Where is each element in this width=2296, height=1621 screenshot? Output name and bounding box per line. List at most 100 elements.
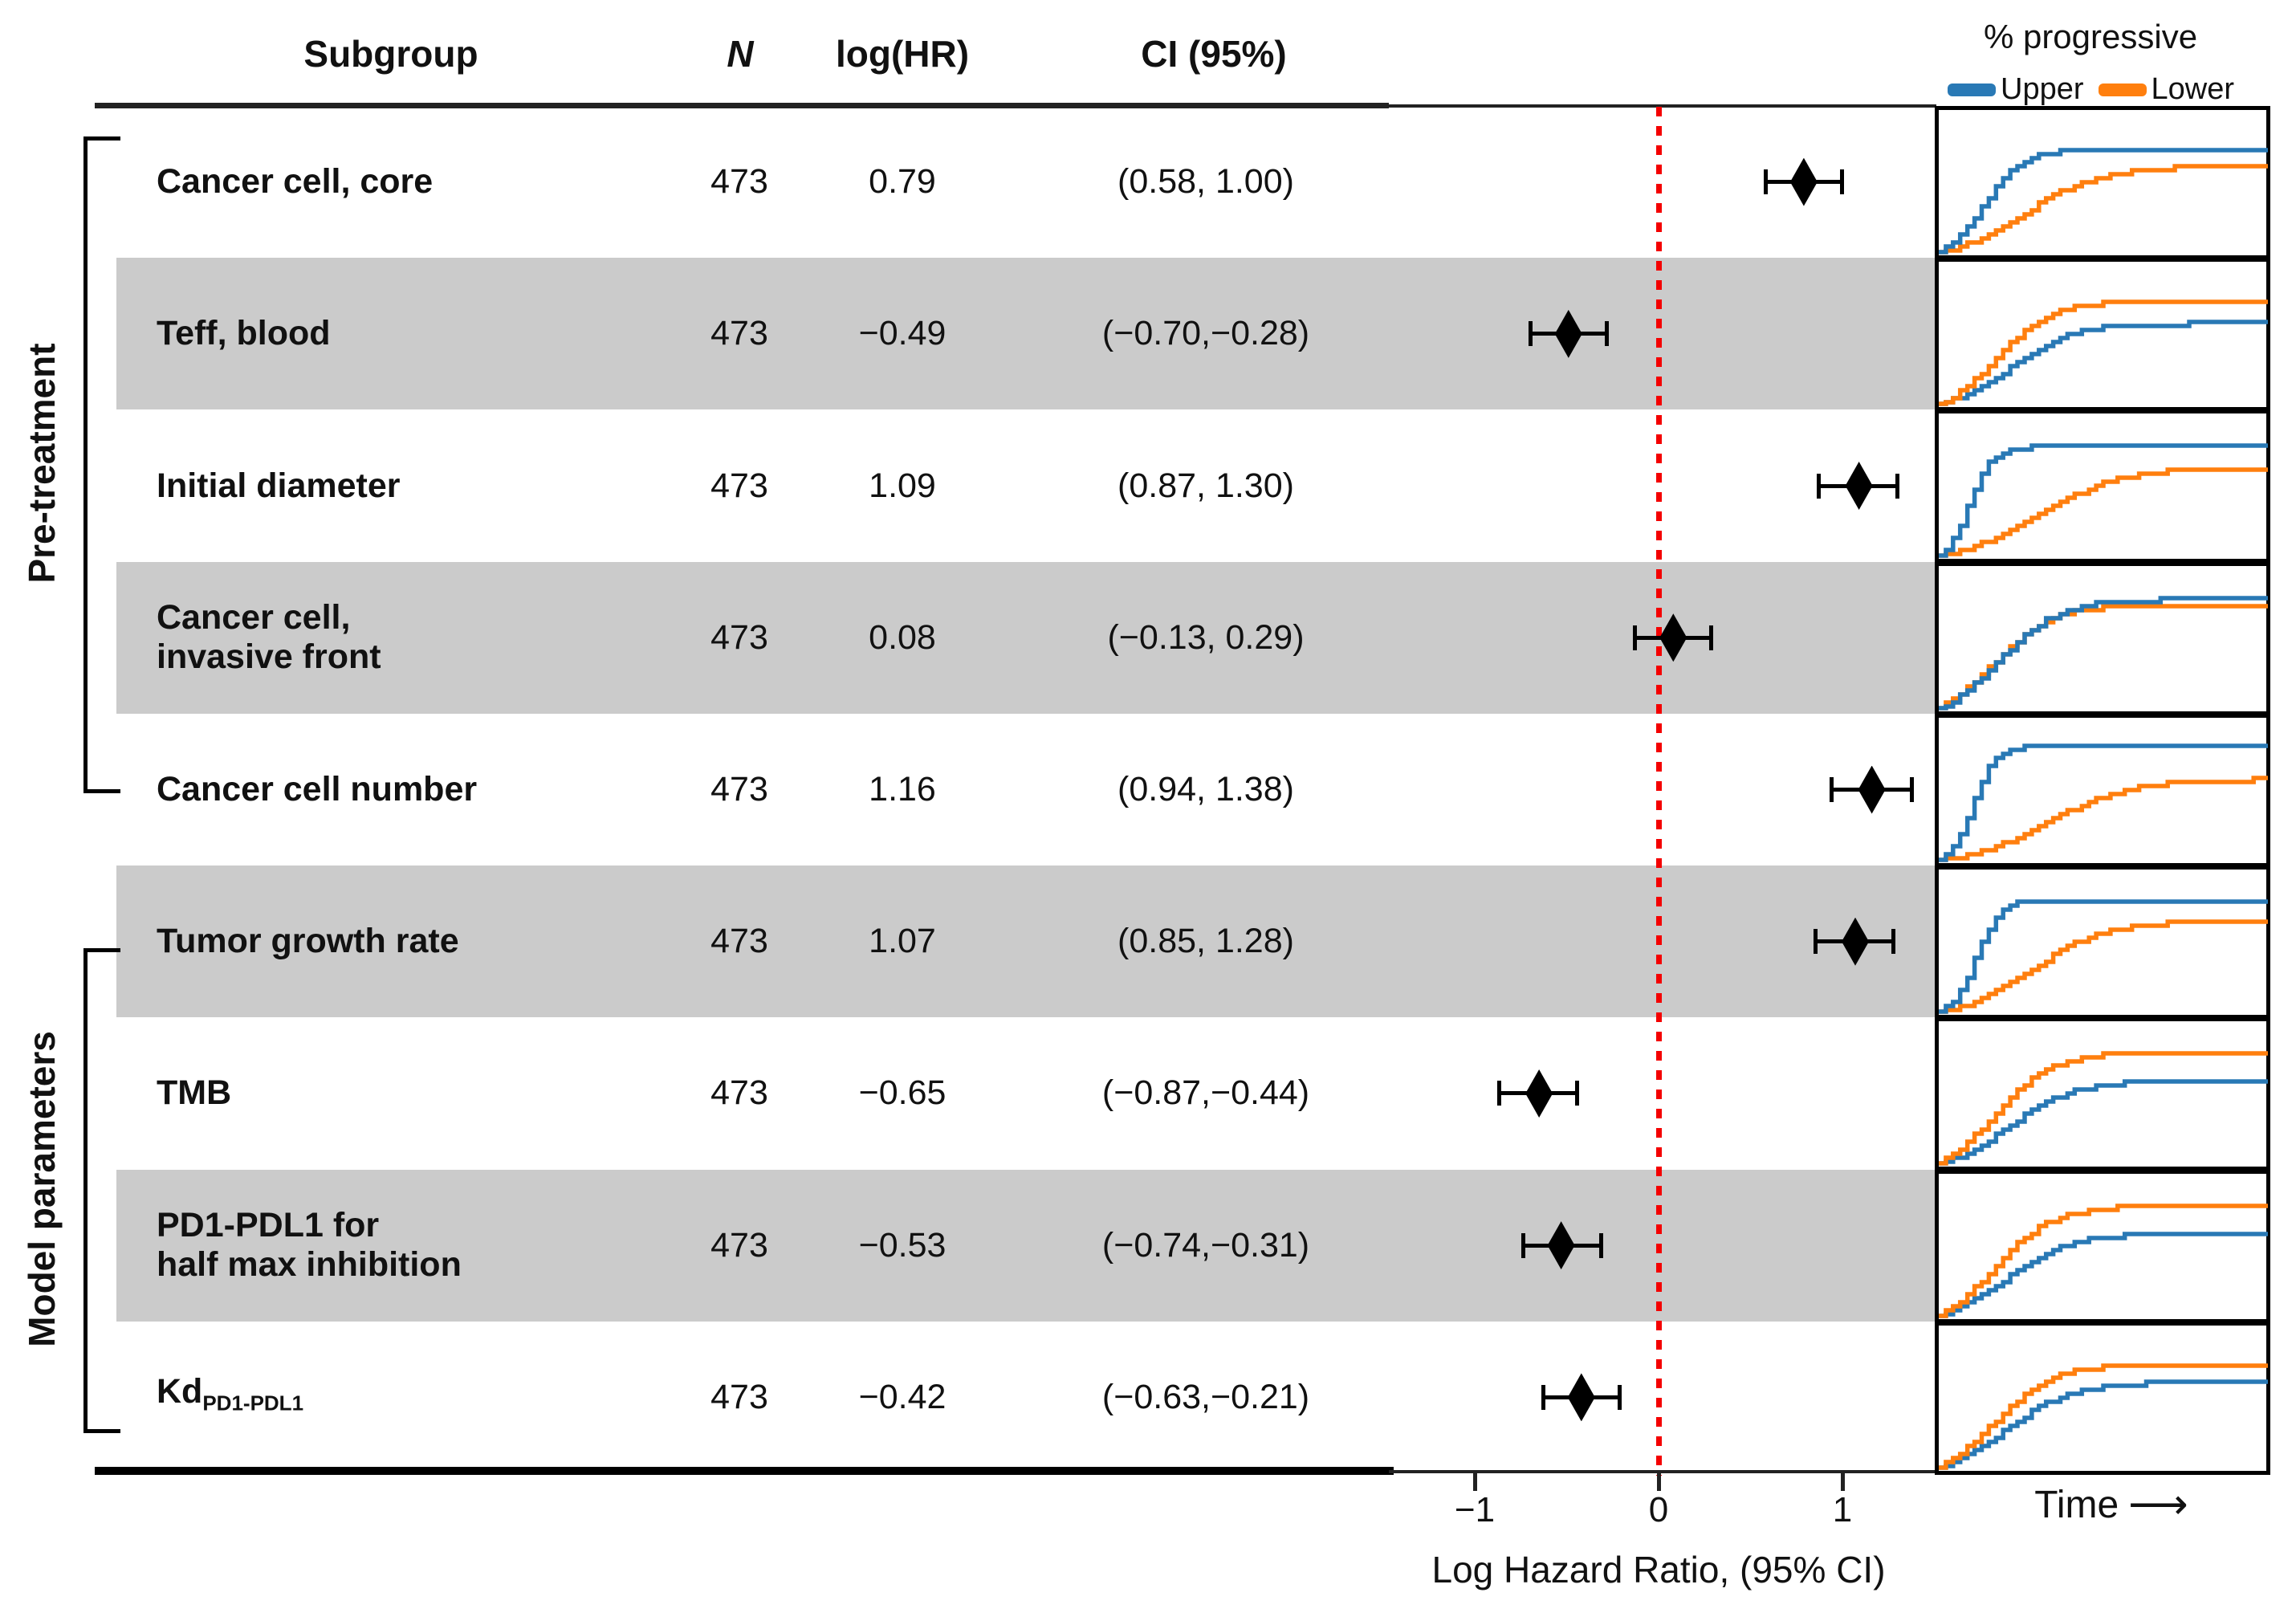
ci-cap-right [1575, 1081, 1580, 1106]
ci-value: (0.87, 1.30) [1117, 466, 1294, 505]
subgroup-label-line: Initial diameter [157, 466, 401, 505]
upper-series-swatch-icon [1948, 83, 1996, 96]
subgroup-label-subscript: PD1-PDL1 [202, 1391, 304, 1415]
upper-curve [1939, 1079, 2268, 1167]
subgroup-label-line: TMB [157, 1073, 232, 1113]
ci-value: (−0.74,−0.31) [1101, 1225, 1310, 1265]
row-shaded-band [116, 1169, 1935, 1322]
progressive-mini-chart [1935, 1169, 2270, 1323]
time-axis-label: Time ⟶ [2034, 1480, 2188, 1529]
loghr-value: 0.79 [869, 162, 936, 202]
lower-curve [1939, 919, 2268, 1014]
row-shaded-band [116, 258, 1935, 410]
upper-curve [1939, 595, 2268, 711]
subgroup-label-line: half max inhibition [157, 1245, 462, 1285]
progressive-mini-chart [1935, 713, 2270, 867]
subgroup-label: KdPD1-PDL1 [157, 1322, 303, 1473]
x-axis-tick [1657, 1472, 1661, 1491]
point-estimate-diamond [1789, 157, 1818, 206]
ci-cap-left [1633, 625, 1638, 650]
column-header-n: N [727, 33, 754, 75]
ci-cap-right [1617, 1384, 1622, 1410]
subgroup-label-line: invasive front [157, 637, 381, 677]
upper-curve [1939, 320, 2268, 406]
header-rule [95, 103, 1389, 108]
subgroup-label-line: KdPD1-PDL1 [157, 1371, 304, 1415]
upper-curve [1939, 1379, 2268, 1470]
loghr-value: −0.53 [858, 1225, 946, 1265]
subgroup-label-line: Cancer cell number [157, 769, 478, 808]
ci-cap-right [1895, 473, 1899, 499]
loghr-value: 0.08 [869, 617, 936, 657]
ci-value: (−0.63,−0.21) [1101, 1377, 1310, 1416]
ci-cap-right [1891, 929, 1896, 955]
loghr-value: −0.65 [858, 1073, 946, 1113]
ci-value: (0.94, 1.38) [1117, 769, 1294, 808]
group-bracket-line [83, 136, 88, 789]
n-value: 473 [710, 162, 768, 202]
lower-curve [1939, 1363, 2268, 1470]
group-bracket-hook [83, 1429, 120, 1433]
subgroup-label: PD1-PDL1 for half max inhibition [157, 1170, 462, 1322]
ci-value: (−0.13, 0.29) [1107, 617, 1305, 657]
zero-reference-line [1656, 107, 1662, 1476]
progressive-mini-chart [1935, 1017, 2270, 1171]
mini-chart-frame [1935, 561, 2270, 715]
loghr-value: 1.09 [869, 466, 936, 505]
column-header-subgroup: Subgroup [303, 33, 478, 75]
progressive-mini-chart [1935, 409, 2270, 564]
group-bracket-hook [83, 136, 120, 141]
ci-value: (0.58, 1.00) [1117, 162, 1294, 202]
mini-chart-legend: Upper Lower [1948, 72, 2234, 107]
ci-cap-left [1541, 1384, 1545, 1410]
ci-cap-left [1496, 1081, 1501, 1106]
upper-curve [1939, 899, 2268, 1014]
lower-curve [1939, 299, 2268, 406]
column-header-loghr: log(HR) [835, 33, 970, 75]
progressive-mini-chart [1935, 258, 2270, 412]
subgroup-label: TMB [157, 1017, 231, 1169]
progressive-mini-chart [1935, 561, 2270, 715]
ci-value: (−0.87,−0.44) [1101, 1073, 1310, 1113]
ci-cap-left [1763, 169, 1768, 195]
subgroup-label-line: PD1-PDL1 for [157, 1206, 380, 1245]
lower-curve [1939, 776, 2268, 862]
ci-cap-right [1599, 1232, 1603, 1258]
subgroup-label: Cancer cell, core [157, 106, 433, 258]
mini-chart-frame [1935, 258, 2270, 412]
subgroup-label: Initial diameter [157, 409, 400, 561]
lower-curve [1939, 1203, 2268, 1318]
time-axis-label-text: Time [2034, 1483, 2119, 1526]
n-value: 473 [710, 466, 768, 505]
group-bracket-hook [83, 789, 120, 793]
footer-rule [95, 1467, 1394, 1475]
loghr-value: −0.42 [858, 1377, 946, 1416]
x-axis-tick [1473, 1472, 1477, 1491]
group-bracket-hook [83, 948, 120, 952]
subgroup-label-line: Teff, blood [157, 314, 331, 353]
lower-series-swatch-icon [2098, 83, 2147, 96]
subgroup-label: Tumor growth rate [157, 865, 459, 1017]
right-arrow-icon: ⟶ [2128, 1481, 2188, 1528]
progressive-mini-chart [1935, 1321, 2270, 1475]
x-axis-tick-label: 0 [1648, 1490, 1669, 1529]
mini-chart-legend-title: % progressive [1983, 18, 2198, 55]
lower-curve [1939, 164, 2268, 255]
x-axis-tick-label: −1 [1454, 1490, 1496, 1529]
subgroup-label: Teff, blood [157, 258, 331, 409]
progressive-mini-chart [1935, 106, 2270, 259]
n-value: 473 [710, 769, 768, 808]
x-axis-tick [1841, 1472, 1845, 1491]
forest-axis-line [1389, 1470, 1938, 1473]
loghr-value: 1.16 [869, 769, 936, 808]
subgroup-label: Cancer cell number [157, 714, 477, 865]
ci-value: (−0.70,−0.28) [1101, 314, 1310, 353]
ci-cap-left [1830, 777, 1834, 802]
mini-chart-frame [1935, 865, 2270, 1020]
ci-cap-right [1709, 625, 1714, 650]
x-axis-tick-label: 1 [1832, 1490, 1853, 1529]
lower-curve [1939, 1051, 2268, 1167]
ci-cap-left [1520, 1232, 1525, 1258]
ci-cap-left [1528, 321, 1533, 347]
